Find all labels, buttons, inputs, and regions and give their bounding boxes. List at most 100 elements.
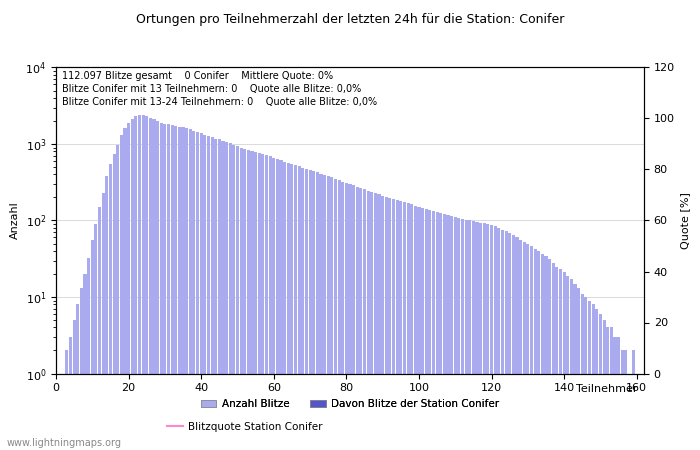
Bar [91,240,94,450]
Bar [334,179,337,450]
Bar [283,162,286,450]
Bar [526,244,529,450]
Bar [367,191,370,450]
Bar [105,176,108,450]
Bar [573,284,577,450]
Bar [62,374,65,450]
Bar [443,214,446,450]
Bar [552,263,555,450]
Bar [76,304,79,450]
Bar [595,309,598,450]
Bar [225,142,228,450]
Bar [193,131,195,450]
Bar [479,223,482,450]
Bar [83,274,87,450]
Bar [483,223,486,450]
Text: www.lightningmaps.org: www.lightningmaps.org [7,438,122,448]
Bar [65,351,69,450]
Bar [635,374,638,450]
Bar [610,328,613,450]
Bar [385,197,388,450]
Bar [116,144,119,450]
Bar [279,160,283,450]
Bar [530,246,533,450]
Bar [399,201,402,450]
Text: Ortungen pro Teilnehmerzahl der letzten 24h für die Station: Conifer: Ortungen pro Teilnehmerzahl der letzten … [136,14,564,27]
Bar [617,337,620,450]
Bar [309,170,312,450]
Bar [519,240,522,450]
Bar [276,159,279,450]
Bar [624,351,627,450]
Bar [592,304,595,450]
Bar [272,158,275,450]
Bar [301,168,304,450]
Bar [312,171,315,450]
Bar [247,150,250,450]
Bar [497,228,500,450]
Y-axis label: Anzahl: Anzahl [10,202,20,239]
Bar [254,152,257,450]
Bar [381,196,384,450]
Bar [545,256,547,450]
Bar [199,133,203,450]
Bar [229,144,232,450]
Bar [548,259,551,450]
Bar [407,203,410,450]
Bar [178,127,181,450]
Bar [395,200,399,450]
Bar [94,224,97,450]
Bar [508,233,511,450]
Bar [323,175,326,450]
Bar [570,279,573,450]
Legend: Anzahl Blitze, Davon Blitze der Station Conifer: Anzahl Blitze, Davon Blitze der Station … [197,395,503,413]
Bar [457,218,461,450]
Bar [577,288,580,450]
Bar [349,184,351,450]
Bar [345,183,348,450]
Bar [515,238,519,450]
Bar [428,210,431,450]
Bar [472,221,475,450]
Bar [356,187,359,450]
Bar [239,148,243,450]
Bar [465,220,468,450]
Bar [232,144,235,450]
Bar [160,123,163,450]
Bar [251,151,253,450]
Bar [120,135,123,450]
Bar [319,174,323,450]
Bar [171,126,174,450]
Bar [316,172,319,450]
Bar [425,209,428,450]
Bar [203,135,206,450]
Bar [494,226,497,450]
Bar [588,301,591,450]
Bar [461,219,464,450]
Bar [454,217,457,450]
Bar [599,314,602,450]
Bar [439,213,442,450]
Bar [370,192,373,450]
Bar [352,185,355,450]
Bar [149,118,152,450]
Bar [269,156,272,450]
Bar [537,251,540,450]
Bar [163,124,167,450]
Bar [359,188,363,450]
Bar [501,230,504,450]
Bar [243,148,246,450]
Bar [584,297,587,450]
Bar [69,337,72,450]
Bar [102,193,105,450]
Bar [450,216,453,450]
Bar [555,266,559,450]
Bar [98,207,101,450]
Bar [167,125,170,450]
Bar [181,127,185,450]
Bar [417,207,421,450]
Bar [305,169,308,450]
Bar [87,258,90,450]
Bar [621,351,624,450]
Bar [214,139,217,450]
